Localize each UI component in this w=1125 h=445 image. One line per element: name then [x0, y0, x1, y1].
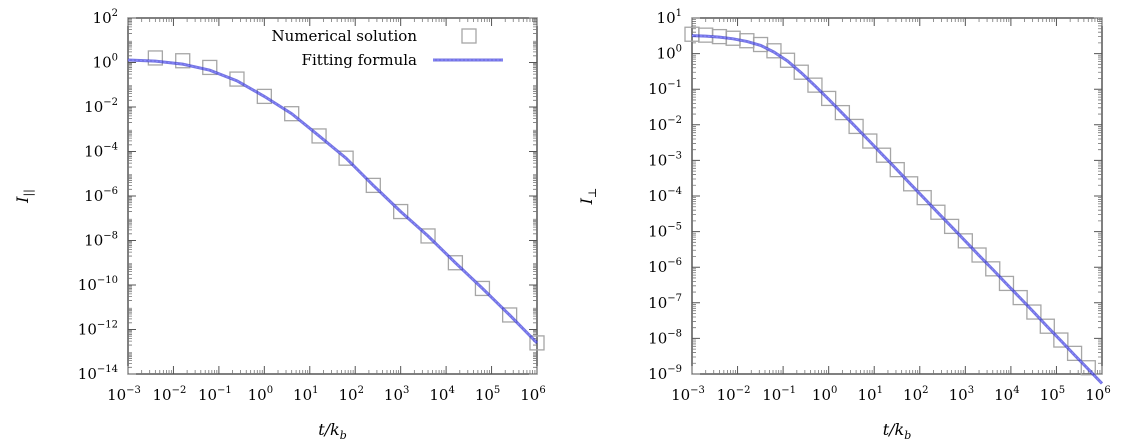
- x-tick-label: 10−1: [198, 385, 232, 404]
- x-tick-label: 100: [248, 385, 273, 404]
- y-tick-label: 10−12: [78, 320, 118, 339]
- y-axis-label: I⊥: [577, 188, 599, 206]
- y-tick-label: 10−8: [84, 231, 118, 250]
- x-tick-label: 10−2: [153, 385, 187, 404]
- x-tick-label: 102: [903, 385, 928, 404]
- y-tick-label: 10−4: [648, 186, 682, 205]
- y-tick-label: 10−7: [648, 293, 682, 312]
- y-tick-label: 102: [93, 8, 118, 27]
- y-tick-label: 10−4: [84, 142, 118, 161]
- x-tick-label: 104: [994, 385, 1019, 404]
- y-tick-label: 10−2: [648, 115, 682, 134]
- x-axis-label: t/kb: [318, 420, 347, 442]
- y-tick-label: 10−6: [648, 257, 682, 276]
- x-tick-label: 106: [520, 385, 545, 404]
- x-tick-label: 101: [857, 385, 882, 404]
- x-tick-label: 10−3: [671, 385, 705, 404]
- x-tick-label: 101: [293, 385, 318, 404]
- chart-panel-left: 10−3 10−2 10−1 100 101 102 103 104 105 106 10−14 10…: [13, 8, 546, 442]
- x-tick-label: 10−1: [762, 385, 796, 404]
- x-tick-label: 104: [429, 385, 454, 404]
- y-axis-label: I||: [13, 189, 36, 204]
- legend-label-0: Numerical solution: [272, 27, 418, 45]
- y-tick-label: 10−10: [78, 275, 118, 294]
- y-tick-label: 100: [93, 53, 118, 72]
- legend: Numerical solution Fitting formula: [272, 27, 503, 69]
- fitting-formula-dots: [128, 60, 537, 343]
- x-tick-label: 10−2: [717, 385, 751, 404]
- x-tick-label: 100: [812, 385, 837, 404]
- y-tick-label: 10−9: [648, 364, 682, 383]
- y-tick-label: 10−3: [648, 150, 682, 169]
- x-tick-label: 105: [475, 385, 500, 404]
- y-tick-label: 10−5: [648, 222, 682, 241]
- x-tick-label: 103: [949, 385, 974, 404]
- x-tick-label: 102: [338, 385, 363, 404]
- x-tick-label: 10−3: [107, 385, 141, 404]
- fitting-formula-line: [128, 60, 537, 343]
- legend-swatch-square: [462, 29, 476, 43]
- y-tick-label: 10−14: [78, 364, 118, 383]
- x-tick-label: 105: [1040, 385, 1065, 404]
- plot-frame: [128, 18, 537, 374]
- x-axis-label: t/kb: [883, 420, 912, 442]
- chart-panel-right: 10−3 10−2 10−1 100 101 102 103 104 105 106 10−9 10−…: [577, 8, 1111, 442]
- legend-label-1: Fitting formula: [302, 51, 418, 69]
- x-tick-label: 103: [384, 385, 409, 404]
- y-tick-label: 100: [657, 44, 682, 63]
- y-tick-label: 10−1: [648, 79, 682, 98]
- y-tick-label: 10−6: [84, 186, 118, 205]
- y-tick-label: 10−2: [84, 97, 118, 116]
- y-tick-label: 101: [657, 8, 682, 27]
- x-tick-label: 106: [1085, 385, 1110, 404]
- minor-ticks: [128, 18, 537, 374]
- y-tick-label: 10−8: [648, 328, 682, 347]
